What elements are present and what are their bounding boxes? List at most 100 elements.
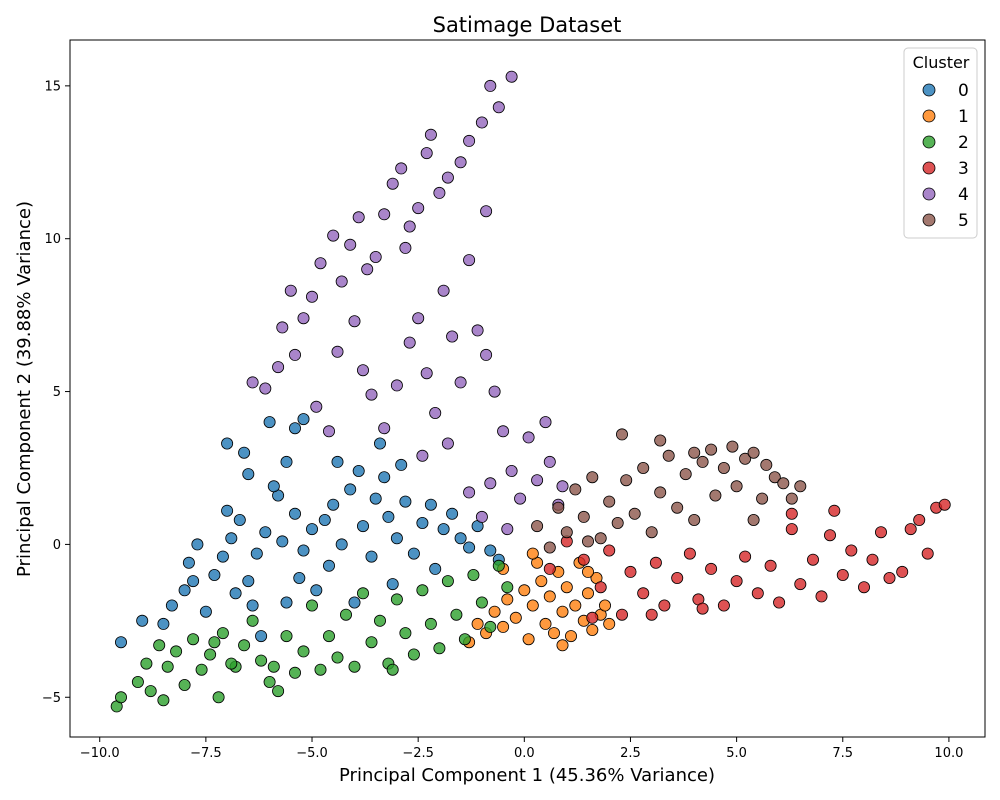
point-cluster-1	[543, 590, 556, 603]
point-cluster-4	[327, 229, 340, 242]
y-tick-label: 5	[53, 385, 61, 400]
point-cluster-4	[454, 376, 467, 389]
x-tick-label: −7.5	[190, 746, 222, 761]
point-cluster-0	[191, 538, 204, 551]
point-cluster-0	[305, 523, 318, 536]
point-cluster-4	[259, 382, 272, 395]
point-cluster-4	[454, 156, 467, 169]
series-0	[115, 413, 505, 649]
point-cluster-2	[407, 648, 420, 661]
point-cluster-4	[484, 79, 497, 92]
point-cluster-0	[416, 517, 429, 530]
point-cluster-4	[412, 202, 425, 215]
legend-marker-0	[922, 83, 936, 97]
point-cluster-0	[348, 596, 361, 609]
point-cluster-3	[866, 553, 879, 566]
point-cluster-5	[709, 489, 722, 502]
point-cluster-4	[505, 464, 518, 477]
point-cluster-2	[348, 660, 361, 673]
point-cluster-4	[369, 250, 382, 263]
point-cluster-4	[514, 492, 527, 505]
point-cluster-4	[416, 449, 429, 462]
point-cluster-3	[845, 544, 858, 557]
legend-marker-5	[922, 213, 936, 227]
point-cluster-3	[764, 559, 777, 572]
point-cluster-1	[488, 605, 501, 618]
point-cluster-0	[446, 507, 459, 520]
point-cluster-3	[938, 498, 951, 511]
point-cluster-0	[242, 575, 255, 588]
point-cluster-3	[828, 504, 841, 517]
point-cluster-2	[288, 666, 301, 679]
point-cluster-0	[318, 514, 331, 527]
point-cluster-0	[356, 520, 369, 533]
point-cluster-5	[569, 483, 582, 496]
point-cluster-2	[386, 663, 399, 676]
point-cluster-4	[484, 477, 497, 490]
point-cluster-1	[548, 627, 561, 640]
point-cluster-3	[815, 590, 828, 603]
point-cluster-0	[229, 587, 242, 600]
y-tick-label: 15	[44, 79, 61, 94]
point-cluster-0	[280, 596, 293, 609]
point-cluster-0	[178, 584, 191, 597]
point-cluster-5	[671, 501, 684, 514]
point-cluster-4	[492, 101, 505, 114]
series-5	[531, 428, 807, 554]
point-cluster-0	[463, 541, 476, 554]
point-cluster-0	[331, 455, 344, 468]
point-cluster-4	[246, 376, 259, 389]
point-cluster-0	[225, 532, 238, 545]
point-cluster-2	[204, 648, 217, 661]
point-cluster-4	[272, 361, 285, 374]
point-cluster-2	[450, 608, 463, 621]
point-cluster-2	[314, 663, 327, 676]
point-cluster-3	[637, 587, 650, 600]
point-cluster-4	[348, 315, 361, 328]
point-cluster-5	[696, 455, 709, 468]
series-4	[246, 70, 569, 536]
point-cluster-3	[616, 608, 629, 621]
point-cluster-2	[208, 636, 221, 649]
point-cluster-4	[378, 208, 391, 221]
point-cluster-5	[582, 535, 595, 548]
point-cluster-4	[352, 211, 365, 224]
point-cluster-4	[475, 510, 488, 523]
point-cluster-2	[216, 627, 229, 640]
point-cluster-4	[276, 321, 289, 334]
point-cluster-4	[446, 330, 459, 343]
point-cluster-0	[233, 514, 246, 527]
point-cluster-4	[403, 220, 416, 233]
x-tick-label: −2.5	[402, 746, 434, 761]
point-cluster-0	[407, 547, 420, 560]
point-cluster-5	[586, 471, 599, 484]
x-axis-title: Principal Component 1 (45.36% Variance)	[339, 765, 715, 786]
point-cluster-2	[144, 685, 157, 698]
point-cluster-4	[480, 348, 493, 361]
point-cluster-4	[480, 205, 493, 218]
point-cluster-3	[913, 514, 926, 527]
point-cluster-3	[645, 608, 658, 621]
point-cluster-4	[463, 134, 476, 147]
x-tick-label: 10.0	[934, 746, 963, 761]
point-cluster-1	[518, 584, 531, 597]
point-cluster-5	[705, 443, 718, 456]
point-cluster-2	[272, 685, 285, 698]
point-cluster-4	[463, 254, 476, 267]
y-axis: −5 0 5 10 15	[42, 79, 70, 706]
point-cluster-2	[212, 691, 225, 704]
point-cluster-0	[115, 636, 128, 649]
point-cluster-4	[378, 422, 391, 435]
point-cluster-2	[225, 657, 238, 670]
point-cluster-4	[501, 523, 514, 536]
point-cluster-0	[165, 599, 178, 612]
point-cluster-1	[599, 599, 612, 612]
point-cluster-2	[195, 663, 208, 676]
point-cluster-3	[594, 581, 607, 594]
point-cluster-0	[242, 468, 255, 481]
point-cluster-2	[373, 614, 386, 627]
point-cluster-4	[361, 263, 374, 276]
point-cluster-2	[424, 617, 437, 630]
point-cluster-4	[331, 345, 344, 358]
point-cluster-0	[327, 498, 340, 511]
